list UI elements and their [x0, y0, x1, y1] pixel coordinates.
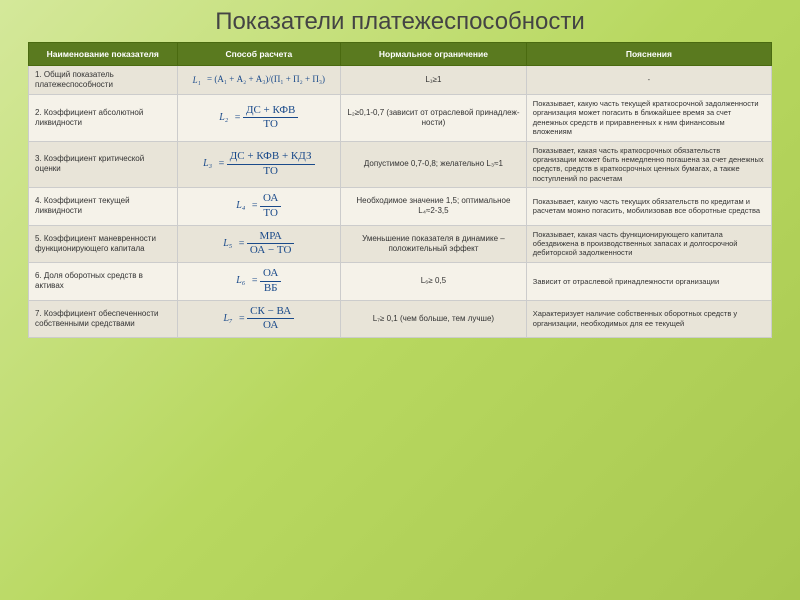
page-title: Показатели платежеспособности: [0, 0, 800, 42]
col-formula-header: Способ расчета: [177, 43, 340, 66]
explanation-cell: -: [526, 66, 771, 95]
formula-cell: L₁ = (А₁ + А₂ + А₃)/(П₁ + П₂ + П₃): [177, 66, 340, 95]
table-row: 1. Общий показатель платежеспособностиL₁…: [29, 66, 772, 95]
header-row: Наименование показателя Способ расчета Н…: [29, 43, 772, 66]
indicator-name: 1. Общий показатель платежеспособности: [29, 66, 178, 95]
explanation-cell: Показывает, какая часть краткосрочных об…: [526, 141, 771, 188]
solvency-table: Наименование показателя Способ расчета Н…: [28, 42, 772, 338]
table-container: Наименование показателя Способ расчета Н…: [0, 42, 800, 338]
table-row: 2. Коэффициент абсолютной ликвидностиL₂ …: [29, 95, 772, 142]
limit-cell: Уменьшение показателя в динамике – полож…: [341, 225, 527, 263]
formula-cell: L₃ = ДС + КФВ + КДЗТО: [177, 141, 340, 188]
limit-cell: Необходимое значение 1,5; оптимальное L₄…: [341, 188, 527, 226]
table-row: 6. Доля оборотных средств в активахL₆ = …: [29, 263, 772, 301]
limit-cell: L₇≥ 0,1 (чем больше, тем лучше): [341, 300, 527, 338]
limit-cell: L₁≥1: [341, 66, 527, 95]
explanation-cell: Показывает, какую часть текущей краткоср…: [526, 95, 771, 142]
explanation-cell: Характеризует наличие собственных оборот…: [526, 300, 771, 338]
formula-cell: L₂ = ДС + КФВТО: [177, 95, 340, 142]
table-row: 4. Коэффициент текущей ликвидностиL₄ = О…: [29, 188, 772, 226]
limit-cell: Допустимое 0,7-0,8; желательно L₃≈1: [341, 141, 527, 188]
formula-cell: L₄ = ОАТО: [177, 188, 340, 226]
explanation-cell: Показывает, какая часть функционирующего…: [526, 225, 771, 263]
indicator-name: 6. Доля оборотных средств в активах: [29, 263, 178, 301]
indicator-name: 4. Коэффициент текущей ликвидности: [29, 188, 178, 226]
indicator-name: 2. Коэффициент абсолютной ликвидности: [29, 95, 178, 142]
limit-cell: L₂≥0,1-0,7 (зависит от отраслевой принад…: [341, 95, 527, 142]
table-row: 7. Коэффициент обеспеченности собственны…: [29, 300, 772, 338]
indicator-name: 7. Коэффициент обеспеченности собственны…: [29, 300, 178, 338]
explanation-cell: Зависит от отраслевой принадлежности орг…: [526, 263, 771, 301]
formula-cell: L₆ = ОАВБ: [177, 263, 340, 301]
indicator-name: 3. Коэффициент критической оценки: [29, 141, 178, 188]
table-row: 3. Коэффициент критической оценкиL₃ = ДС…: [29, 141, 772, 188]
explanation-cell: Показывает, какую часть текущих обязател…: [526, 188, 771, 226]
indicator-name: 5. Коэффициент маневренности функциониру…: [29, 225, 178, 263]
limit-cell: L₆≥ 0,5: [341, 263, 527, 301]
formula-cell: L₅ = МРАОА − ТО: [177, 225, 340, 263]
formula-cell: L₇ = СК − ВАОА: [177, 300, 340, 338]
table-row: 5. Коэффициент маневренности функциониру…: [29, 225, 772, 263]
col-limit-header: Нормальное ограничение: [341, 43, 527, 66]
col-name-header: Наименование показателя: [29, 43, 178, 66]
col-expl-header: Пояснения: [526, 43, 771, 66]
